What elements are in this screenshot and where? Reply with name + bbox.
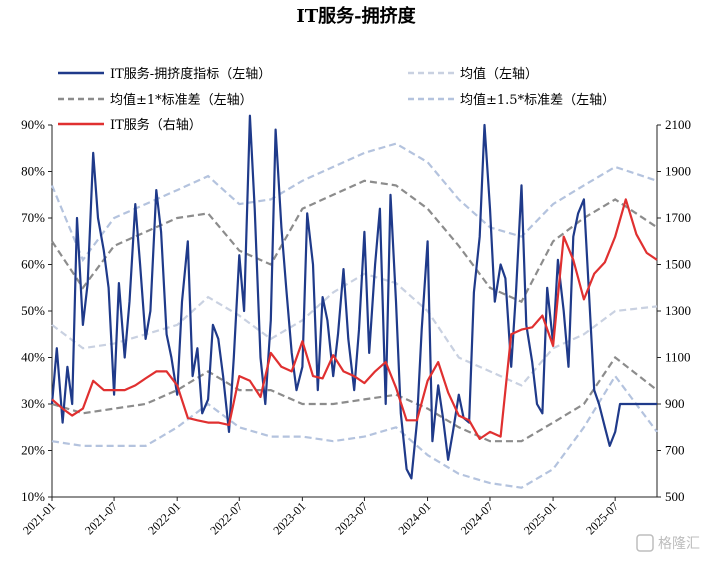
legend-label-price: IT服务（右轴） [110, 117, 202, 133]
right-tick-label: 500 [665, 489, 685, 504]
series-price-line [51, 198, 658, 440]
series-crowding-line [50, 114, 657, 480]
x-tick-label: 2021-01 [20, 499, 58, 537]
left-tick-label: 90% [21, 117, 45, 132]
left-tick-label: 50% [21, 303, 45, 318]
watermark-text: 格隆汇 [658, 536, 700, 552]
series-layer [50, 114, 658, 489]
x-tick-label: 2023-07 [332, 499, 370, 537]
right-tick-label: 900 [665, 396, 685, 411]
left-tick-label: 20% [21, 443, 45, 458]
watermark: 格隆汇 [636, 534, 700, 552]
legend-label-15std: 均值±1.5*标准差（左轴） [460, 92, 615, 108]
legend-label-1std: 均值±1*标准差（左轴） [110, 92, 253, 108]
left-tick-label: 10% [21, 489, 45, 504]
x-tick-label: 2021-07 [82, 499, 120, 537]
x-tick-label: 2023-01 [270, 499, 308, 537]
legend-item-15std: 均值±1.5*标准差（左轴） [408, 92, 615, 108]
right-tick-label: 1700 [665, 210, 691, 225]
right-tick-label: 2100 [665, 117, 691, 132]
left-tick-label: 60% [21, 257, 45, 272]
right-tick-label: 1900 [665, 164, 691, 179]
right-tick-label: 700 [665, 443, 685, 458]
x-tick-label: 2022-01 [145, 499, 183, 537]
right-tick-label: 1100 [665, 350, 691, 365]
series-1.5std-upper-line [50, 142, 658, 263]
x-tick-label: 2025-01 [521, 499, 559, 537]
chart-title: IT服务-拥挤度 [296, 5, 416, 27]
left-tick-label: 40% [21, 350, 45, 365]
legend-item-price: IT服务（右轴） [58, 117, 202, 133]
legend-item-crowding: IT服务-拥挤度指标（左轴） [58, 66, 271, 82]
left-tick-label: 30% [21, 396, 45, 411]
legend-label-crowding: IT服务-拥挤度指标（左轴） [110, 66, 271, 82]
series-1std-lower-line [51, 355, 658, 443]
legend: IT服务-拥挤度指标（左轴） 均值（左轴） 均值±1*标准差（左轴） 均值±1.… [58, 66, 615, 133]
series-1.5std-lower-line [51, 374, 658, 489]
series-mean-line [51, 272, 658, 387]
x-tick-label: 2024-07 [458, 499, 496, 537]
x-tick-label: 2024-01 [395, 499, 433, 537]
left-tick-label: 70% [21, 210, 45, 225]
right-tick-label: 1300 [665, 303, 691, 318]
legend-item-mean: 均值（左轴） [408, 66, 538, 82]
legend-label-mean: 均值（左轴） [460, 66, 538, 82]
x-tick-label: 2022-07 [207, 499, 245, 537]
x-tick-label: 2025-07 [583, 499, 621, 537]
right-tick-label: 1500 [665, 257, 691, 272]
series-1std-upper-line [51, 179, 658, 304]
left-tick-label: 80% [21, 164, 45, 179]
watermark-logo-icon [636, 534, 654, 552]
legend-item-1std: 均值±1*标准差（左轴） [58, 92, 253, 108]
